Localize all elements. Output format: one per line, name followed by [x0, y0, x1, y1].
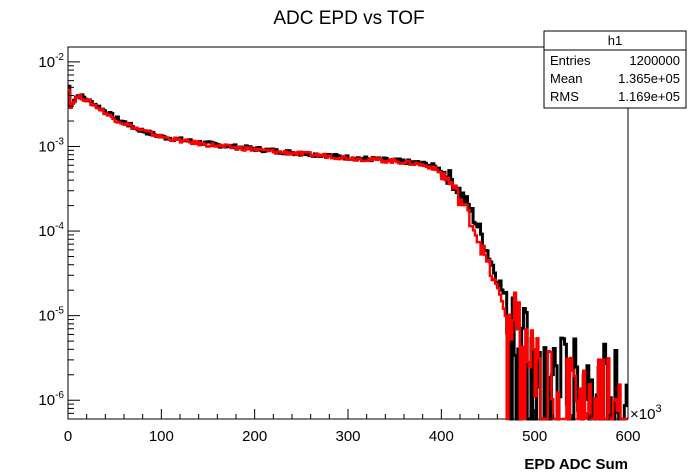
y-tick-label: 10-5 — [38, 306, 64, 325]
stats-entries-label: Entries — [550, 53, 591, 68]
x-axis-multiplier: ×103 — [630, 403, 662, 423]
x-tick-label: 0 — [64, 428, 72, 445]
chart-title: ADC EPD vs TOF — [273, 8, 424, 29]
y-tick-label: 10-2 — [38, 52, 64, 71]
stats-rms-value: 1.169e+05 — [618, 89, 680, 104]
x-tick-label: 100 — [149, 428, 174, 445]
x-tick-label: 200 — [242, 428, 267, 445]
stats-box-title: h1 — [608, 33, 622, 48]
stats-mean-label: Mean — [550, 71, 583, 86]
histogram-series-2 — [68, 88, 628, 421]
x-tick-label: 600 — [615, 428, 640, 445]
x-multiplier-exp: 3 — [655, 403, 661, 415]
x-tick-label: 400 — [429, 428, 454, 445]
x-axis-label: EPD ADC Sum — [524, 456, 628, 473]
series-layer — [68, 84, 628, 421]
stats-entries-value: 1200000 — [629, 53, 680, 68]
x-multiplier-base: ×10 — [630, 406, 655, 423]
x-axis: 0 100 200 300 400 500 600 — [64, 409, 641, 445]
stats-box: h1 Entries 1200000 Mean 1.365e+05 RMS 1.… — [543, 30, 687, 109]
stats-mean-value: 1.365e+05 — [618, 71, 680, 86]
y-tick-label: 10-6 — [38, 390, 64, 409]
stats-box-frame — [543, 30, 687, 109]
y-axis: 10-2 10-3 10-4 10-5 10-6 — [38, 52, 80, 420]
x-tick-label: 300 — [335, 428, 360, 445]
stats-rms-label: RMS — [550, 89, 579, 104]
x-tick-label: 500 — [522, 428, 547, 445]
y-tick-label: 10-4 — [38, 221, 64, 240]
y-tick-label: 10-3 — [38, 136, 64, 155]
